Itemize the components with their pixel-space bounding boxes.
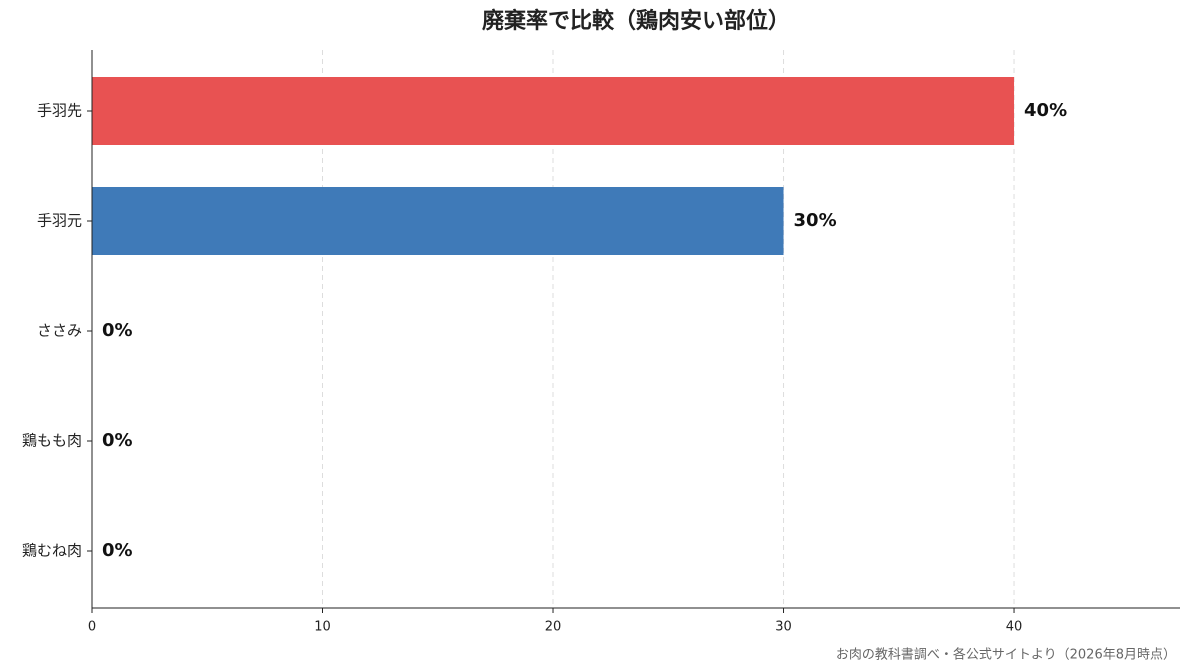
y-tick-label: 手羽元 [37, 212, 82, 230]
x-tick-label: 20 [545, 620, 562, 635]
source-note: お肉の教科書調べ・各公式サイトより（2026年8月時点） [836, 647, 1176, 663]
y-tick-label: ささみ [37, 322, 82, 340]
x-tick-label: 40 [1006, 620, 1023, 635]
value-label: 0% [102, 540, 133, 561]
y-tick-label: 手羽先 [37, 102, 82, 120]
value-label: 40% [1024, 100, 1067, 121]
y-tick-label: 鶏もも肉 [22, 432, 82, 450]
value-label: 30% [794, 210, 837, 231]
x-tick-label: 10 [314, 620, 331, 635]
x-tick-label: 0 [88, 620, 96, 635]
y-tick-label: 鶏むね肉 [22, 542, 82, 560]
value-label: 0% [102, 430, 133, 451]
bar [92, 77, 1015, 145]
chart-title: 廃棄率で比較（鶏肉安い部位） [482, 8, 790, 34]
bar [92, 187, 784, 255]
x-tick-label: 30 [775, 620, 792, 635]
value-label: 0% [102, 320, 133, 341]
